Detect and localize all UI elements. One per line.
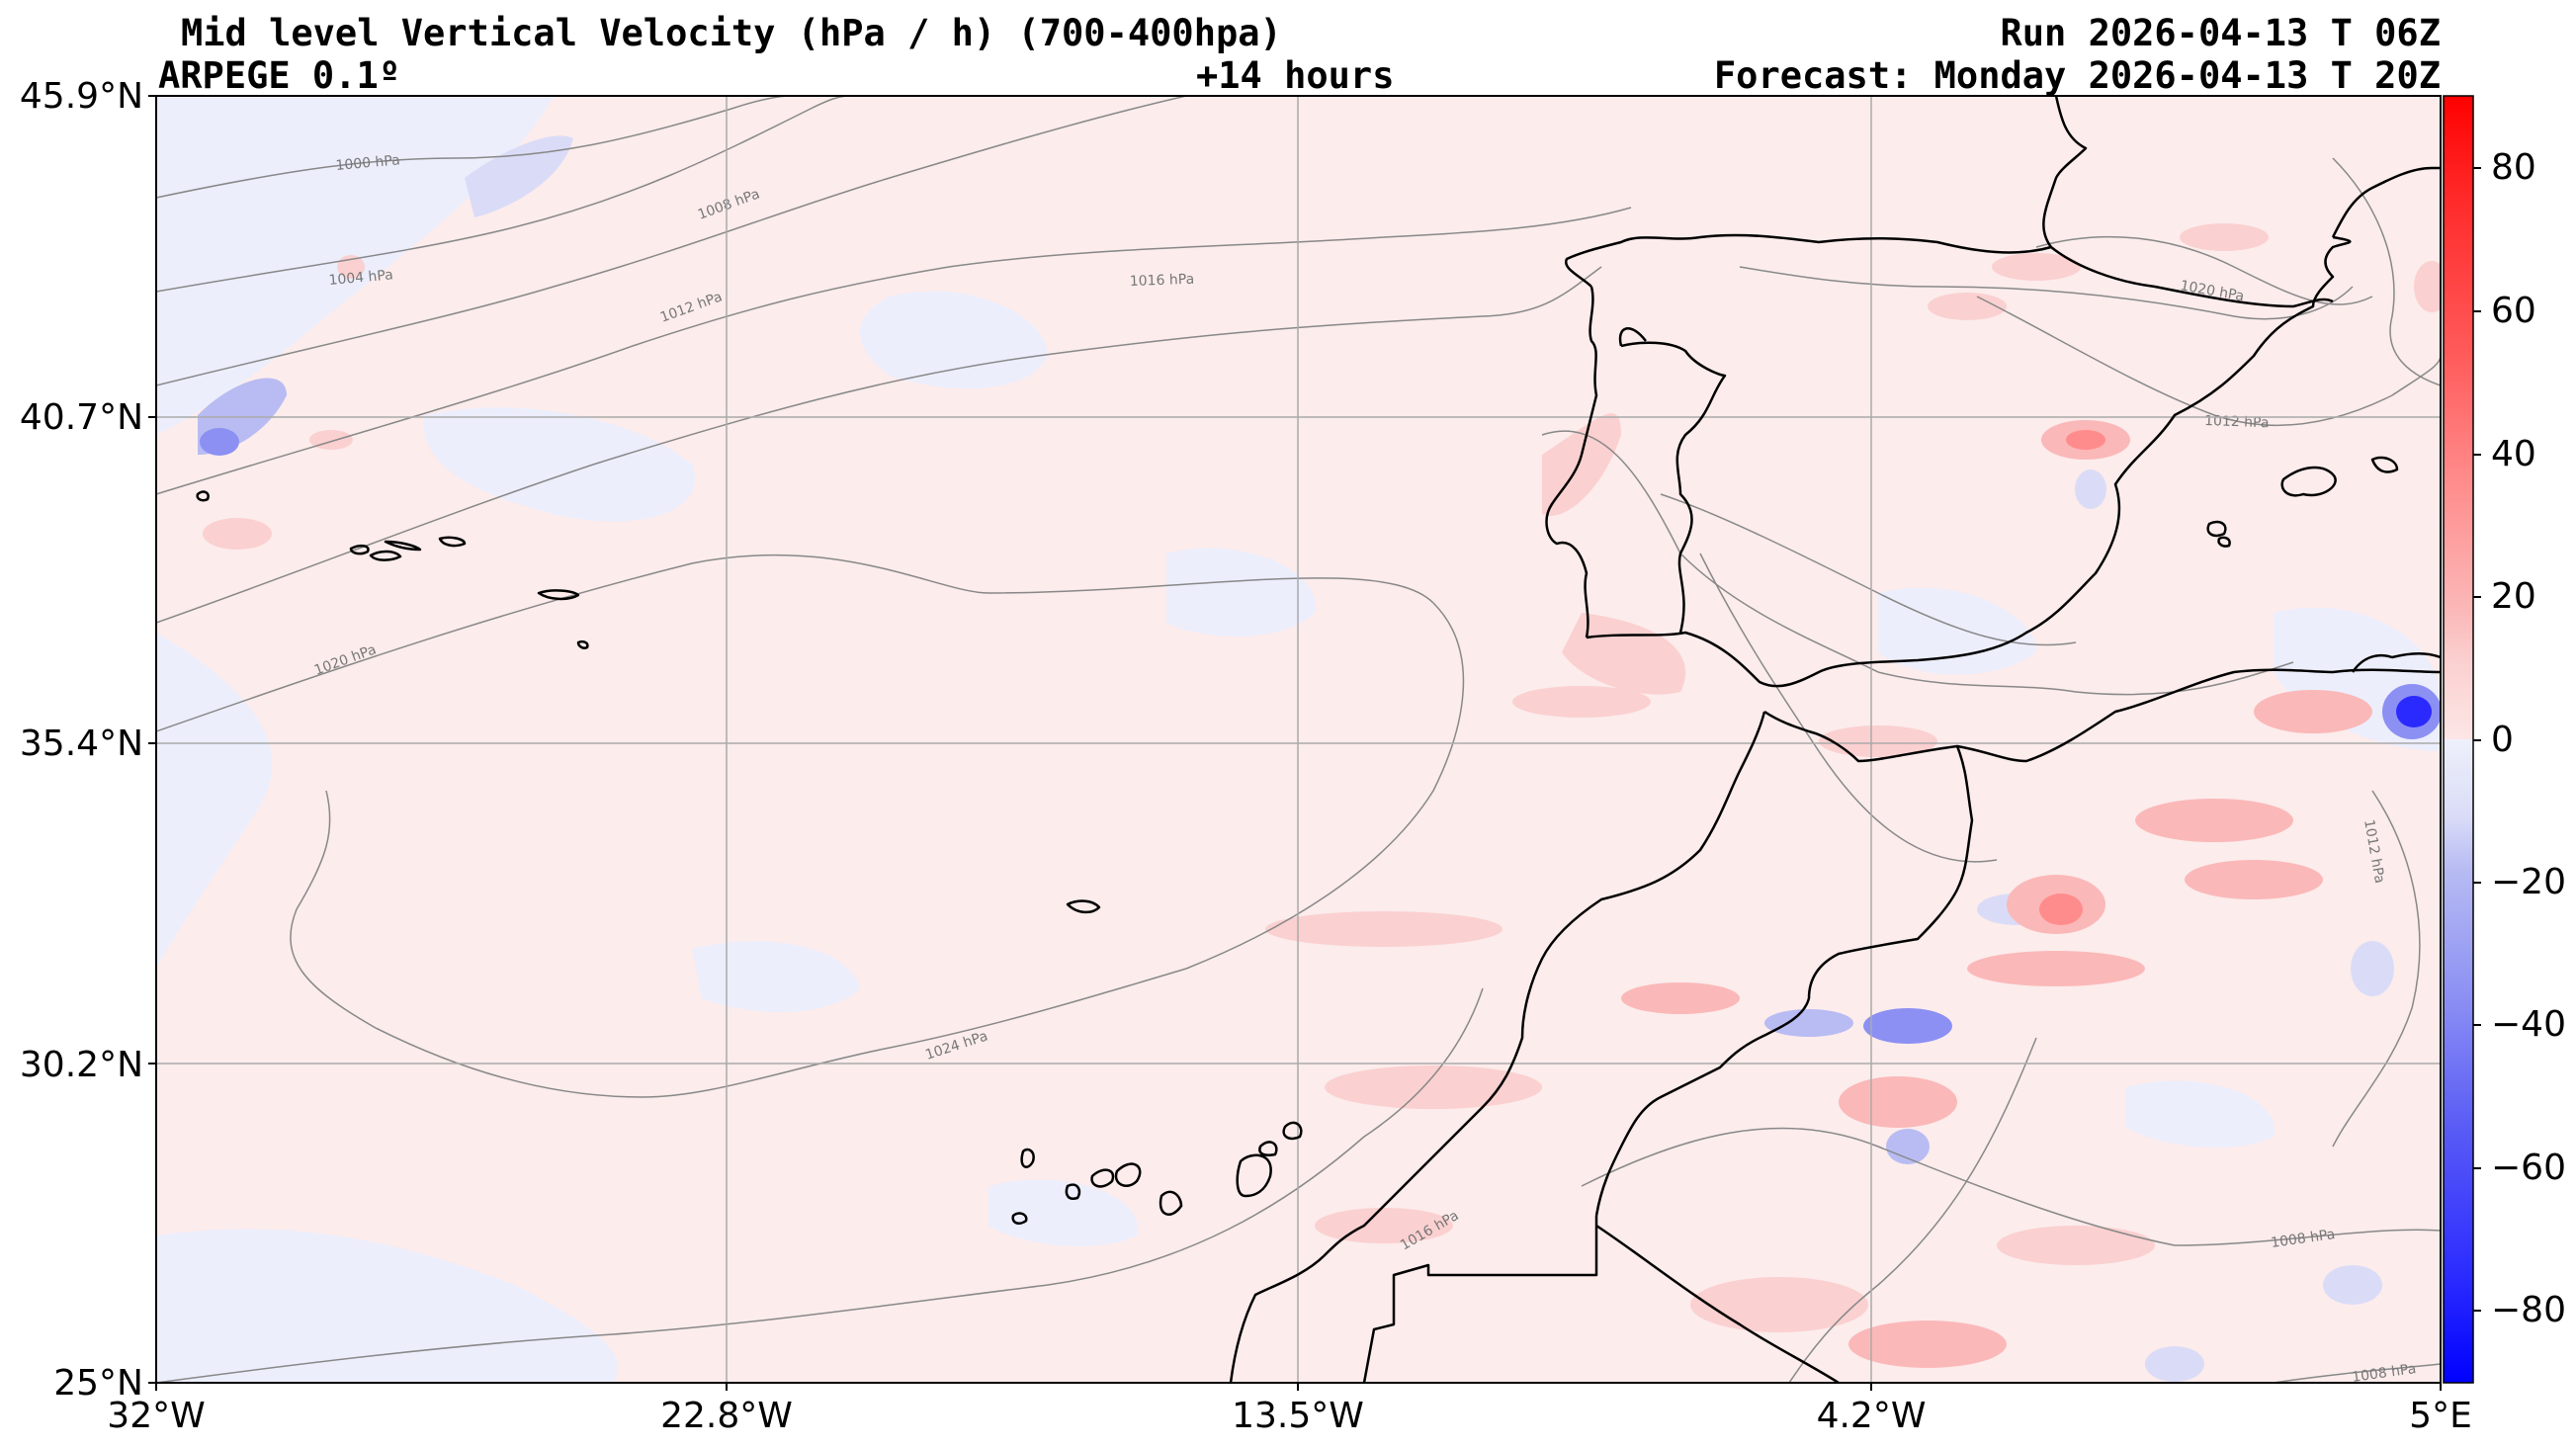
coastlines: [196, 96, 2441, 1383]
model-name: ARPEGE 0.1º: [158, 54, 401, 97]
graticule: [156, 96, 2441, 1383]
isobar-label: 1000 hPa: [335, 152, 401, 174]
colorbar-label: 80: [2491, 147, 2536, 188]
axis-ticks: [148, 95, 2442, 1391]
isobar-label: 1016 hPa: [1130, 272, 1195, 290]
lat-label: 30.2°N: [19, 1045, 143, 1085]
run-time: Run 2026-04-13 T 06Z: [2000, 12, 2441, 54]
isobar-lines: [156, 96, 2441, 1383]
lat-label: 35.4°N: [19, 724, 143, 764]
isobar-label: 1004 hPa: [328, 267, 394, 289]
lon-label: 22.8°W: [660, 1396, 793, 1436]
colorbar-label: −60: [2491, 1148, 2566, 1188]
colorbar-label: −80: [2491, 1290, 2566, 1330]
forecast-lead-time: +14 hours: [1196, 54, 1395, 97]
colorbar-label: 20: [2491, 576, 2536, 617]
colorbar-label: 0: [2491, 720, 2514, 760]
lon-label: 32°W: [107, 1396, 206, 1436]
colorbar-label: 40: [2491, 434, 2536, 474]
lat-label: 40.7°N: [19, 397, 143, 438]
lat-label: 45.9°N: [19, 76, 143, 117]
vertical-velocity-field: [156, 96, 2441, 1383]
lon-label: 13.5°W: [1232, 1396, 1364, 1436]
lon-label: 5°E: [2409, 1396, 2472, 1436]
lat-label: 25°N: [53, 1363, 143, 1404]
colorbar: [2443, 95, 2481, 1384]
lon-label: 4.2°W: [1816, 1396, 1927, 1436]
isobar-label: 1012 hPa: [2204, 413, 2270, 431]
colorbar-label: 60: [2491, 291, 2536, 331]
chart-title: Mid level Vertical Velocity (hPa / h) (7…: [181, 12, 1282, 54]
valid-time: Forecast: Monday 2026-04-13 T 20Z: [1713, 54, 2441, 97]
colorbar-label: −20: [2491, 862, 2566, 902]
colorbar-label: −40: [2491, 1004, 2566, 1045]
